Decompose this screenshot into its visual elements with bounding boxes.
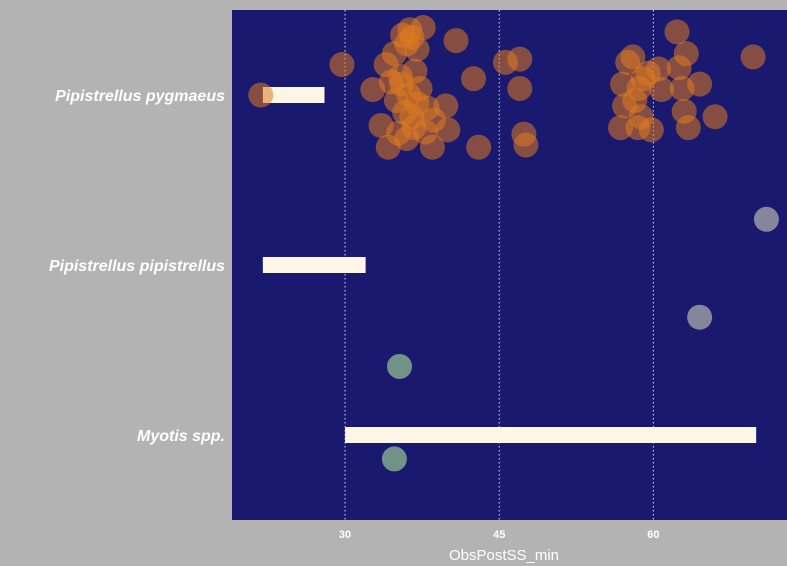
x-tick-label-1: 45 (493, 529, 505, 541)
range-bar-0 (262, 87, 325, 103)
point-0-1 (329, 52, 355, 78)
x-tick-labels: 30 45 60 (339, 529, 660, 541)
range-bar-1 (262, 257, 366, 273)
x-axis-title: ObsPostSS_min (449, 547, 559, 564)
x-tick-label-0: 30 (339, 529, 351, 541)
point-0-30 (433, 93, 459, 119)
point-0-58 (673, 41, 699, 67)
point-0-36 (507, 46, 533, 72)
point-0-40 (608, 115, 633, 141)
point-2-0 (387, 353, 413, 379)
category-label-2: Myotis spp. (137, 428, 225, 445)
point-0-25 (410, 15, 436, 41)
range-bar-2 (345, 427, 757, 443)
point-0-28 (419, 134, 445, 160)
category-label-1: Pipistrellus pipistrellus (49, 258, 225, 275)
point-1-0 (753, 206, 779, 232)
point-0-62 (740, 44, 766, 70)
point-1-1 (687, 304, 713, 330)
point-0-32 (443, 28, 469, 54)
point-0-59 (675, 115, 701, 141)
point-0-54 (664, 19, 690, 45)
point-0-53 (649, 77, 675, 103)
point-0-51 (638, 117, 664, 143)
point-0-23 (404, 36, 430, 62)
point-2-1 (381, 446, 407, 472)
data-points (248, 15, 779, 472)
point-0-0 (248, 82, 274, 108)
point-0-24 (407, 75, 433, 101)
point-0-52 (646, 56, 672, 82)
category-label-0: Pipistrellus pygmaeus (55, 88, 225, 105)
point-0-34 (466, 134, 492, 160)
point-0-39 (513, 132, 539, 158)
point-0-33 (461, 66, 487, 92)
point-0-44 (620, 44, 646, 70)
point-0-61 (702, 104, 728, 130)
category-labels: Pipistrellus pygmaeus Pipistrellus pipist… (49, 88, 225, 445)
point-0-31 (435, 117, 461, 143)
x-tick-label-2: 60 (647, 529, 659, 541)
point-0-37 (507, 75, 533, 101)
range-bars (262, 87, 757, 443)
point-0-60 (687, 71, 713, 97)
